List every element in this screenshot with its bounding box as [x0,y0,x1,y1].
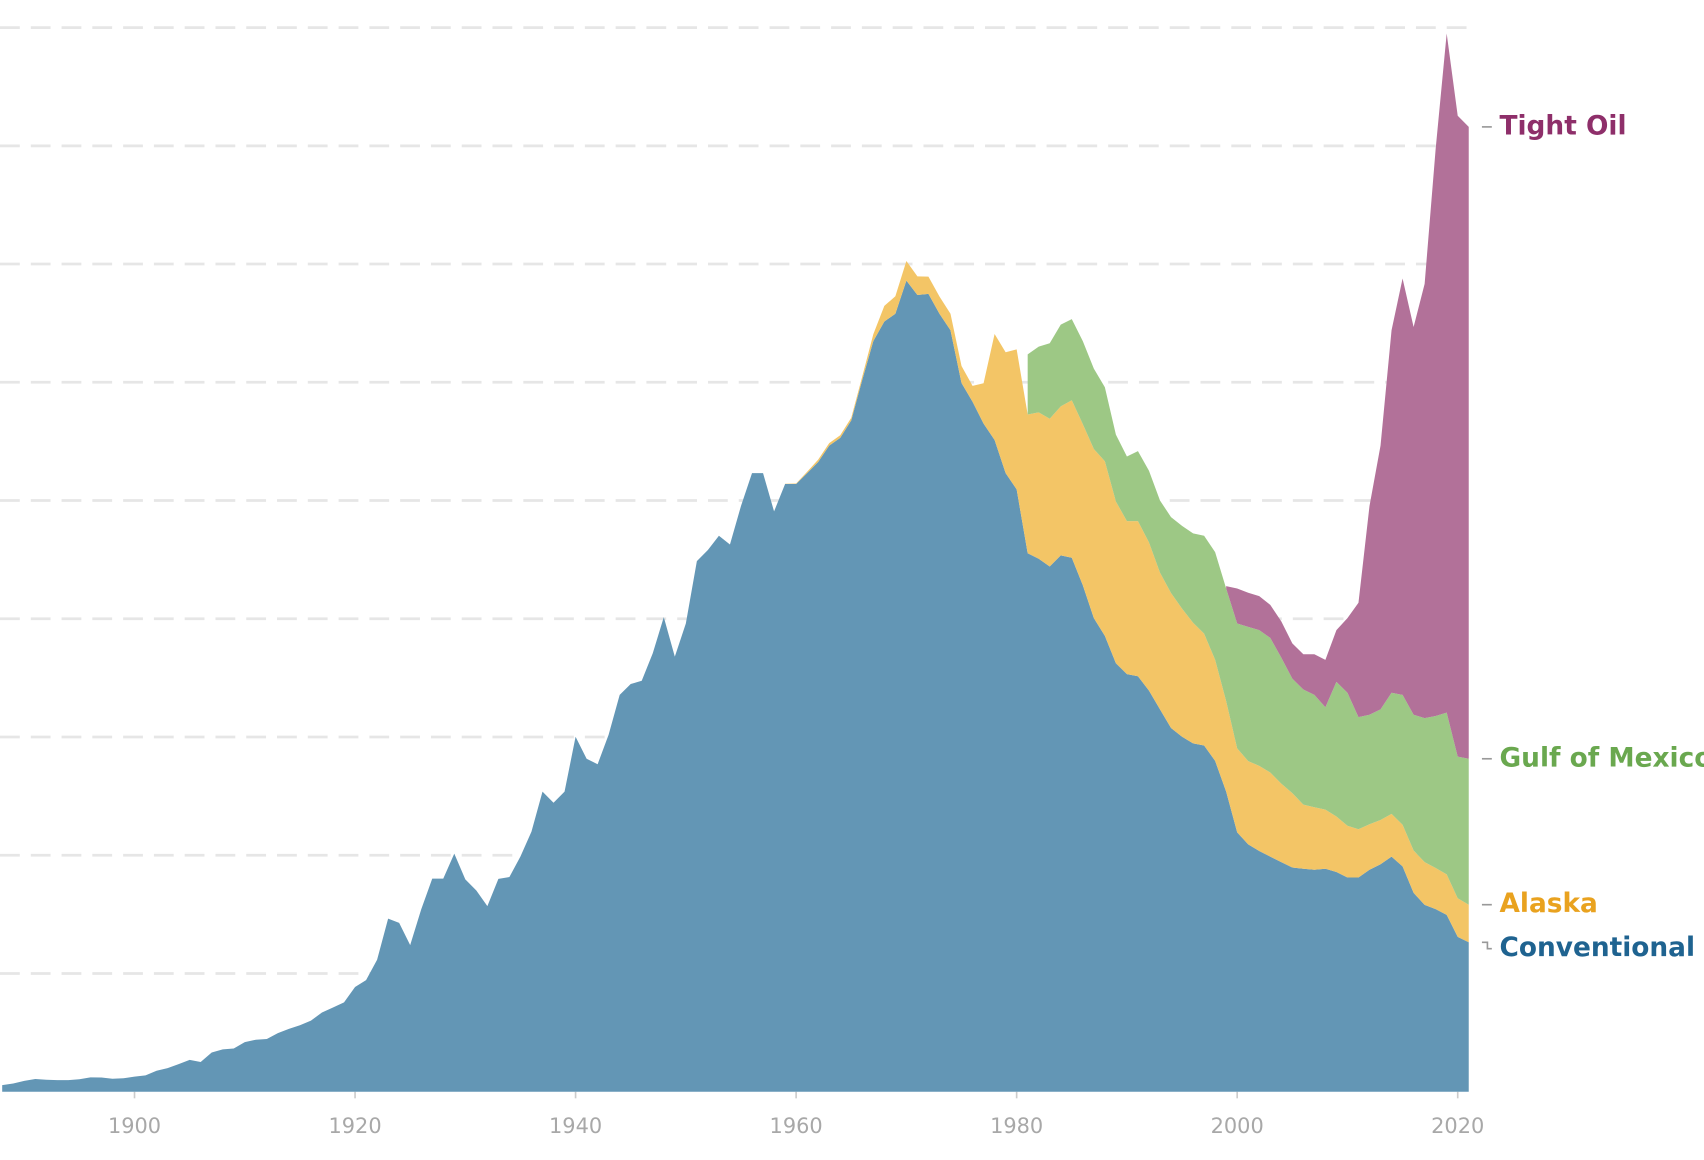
x-tick-label: 2000 [1211,1114,1264,1138]
x-tick-label: 2020 [1431,1114,1484,1138]
x-tick-label: 1960 [770,1114,823,1138]
legend-label: Alaska [1500,889,1598,919]
area [785,260,1469,943]
x-tick-label: 1940 [549,1114,602,1138]
x-tick-label: 1980 [990,1114,1043,1138]
area [1226,33,1469,759]
legend-label: Conventional [1500,933,1696,963]
area [1027,319,1469,905]
x-tick-label: 1920 [328,1114,381,1138]
x-tick-label: 1900 [108,1114,161,1138]
legend-label: Gulf of Mexico [1500,743,1704,773]
legend-label: Tight Oil [1500,111,1627,141]
area [2,280,1469,1092]
leader-line [1481,941,1492,950]
